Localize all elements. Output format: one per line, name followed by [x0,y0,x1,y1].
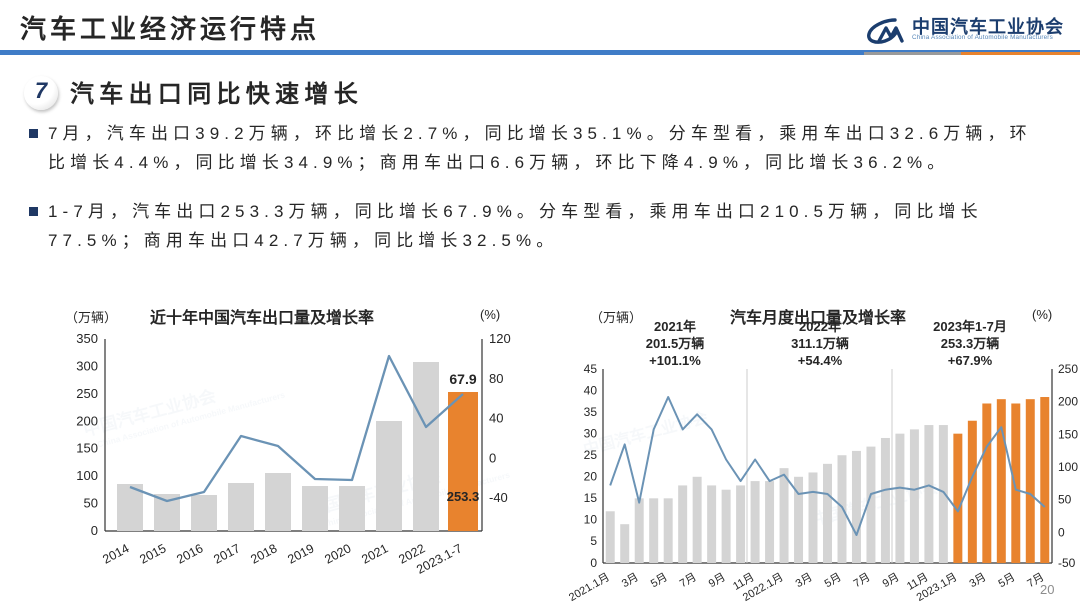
svg-text:3月: 3月 [967,571,988,590]
svg-text:2017: 2017 [211,541,242,566]
svg-text:300: 300 [76,358,98,373]
svg-text:5月: 5月 [649,571,670,590]
svg-text:0: 0 [590,556,597,570]
svg-text:35: 35 [584,405,598,419]
svg-text:200: 200 [1058,395,1078,409]
svg-text:2014: 2014 [100,541,131,566]
svg-text:40: 40 [584,384,598,398]
svg-text:150: 150 [1058,427,1078,441]
svg-text:2021年: 2021年 [654,319,696,334]
svg-text:100: 100 [1058,460,1078,474]
svg-text:2020: 2020 [322,541,353,566]
svg-text:5月: 5月 [823,571,844,590]
svg-text:25: 25 [584,448,598,462]
svg-text:-40: -40 [489,490,508,505]
svg-text:2022年: 2022年 [799,319,841,334]
svg-text:2018: 2018 [248,541,279,566]
svg-text:7月: 7月 [678,571,699,590]
svg-text:2021.1月: 2021.1月 [567,571,612,604]
svg-text:3月: 3月 [620,571,641,590]
svg-text:2015: 2015 [137,541,168,566]
svg-text:45: 45 [584,362,598,376]
svg-text:2016: 2016 [174,541,205,566]
svg-text:9月: 9月 [881,571,902,590]
svg-text:350: 350 [76,331,98,346]
svg-text:40: 40 [489,411,503,426]
svg-text:30: 30 [584,427,598,441]
svg-text:0: 0 [489,450,496,465]
svg-text:10: 10 [584,513,598,527]
svg-text:0: 0 [1058,525,1065,539]
svg-text:50: 50 [1058,493,1072,507]
svg-text:120: 120 [489,331,511,346]
svg-text:250: 250 [1058,362,1078,376]
svg-text:15: 15 [584,491,598,505]
svg-text:2021: 2021 [359,541,390,566]
svg-text:9月: 9月 [707,571,728,590]
svg-text:+101.1%: +101.1% [649,353,701,368]
svg-text:50: 50 [84,496,98,511]
svg-text:201.5万辆: 201.5万辆 [646,336,705,351]
svg-text:3月: 3月 [794,571,815,590]
svg-text:5月: 5月 [996,571,1017,590]
svg-text:5: 5 [590,534,597,548]
svg-text:0: 0 [91,523,98,538]
svg-text:250: 250 [76,386,98,401]
svg-text:311.1万辆: 311.1万辆 [791,336,849,351]
svg-text:-50: -50 [1058,556,1076,570]
svg-text:20: 20 [584,470,598,484]
svg-text:+67.9%: +67.9% [948,353,993,368]
svg-text:80: 80 [489,371,503,386]
svg-text:253.3万辆: 253.3万辆 [941,336,1000,351]
svg-text:2019: 2019 [285,541,316,566]
svg-text:2023年1-7月: 2023年1-7月 [933,319,1007,334]
svg-text:7月: 7月 [852,571,873,590]
svg-text:+54.4%: +54.4% [798,353,843,368]
svg-text:253.3: 253.3 [447,489,480,504]
svg-text:100: 100 [76,468,98,483]
svg-text:200: 200 [76,413,98,428]
svg-text:150: 150 [76,441,98,456]
svg-text:67.9: 67.9 [449,371,476,387]
